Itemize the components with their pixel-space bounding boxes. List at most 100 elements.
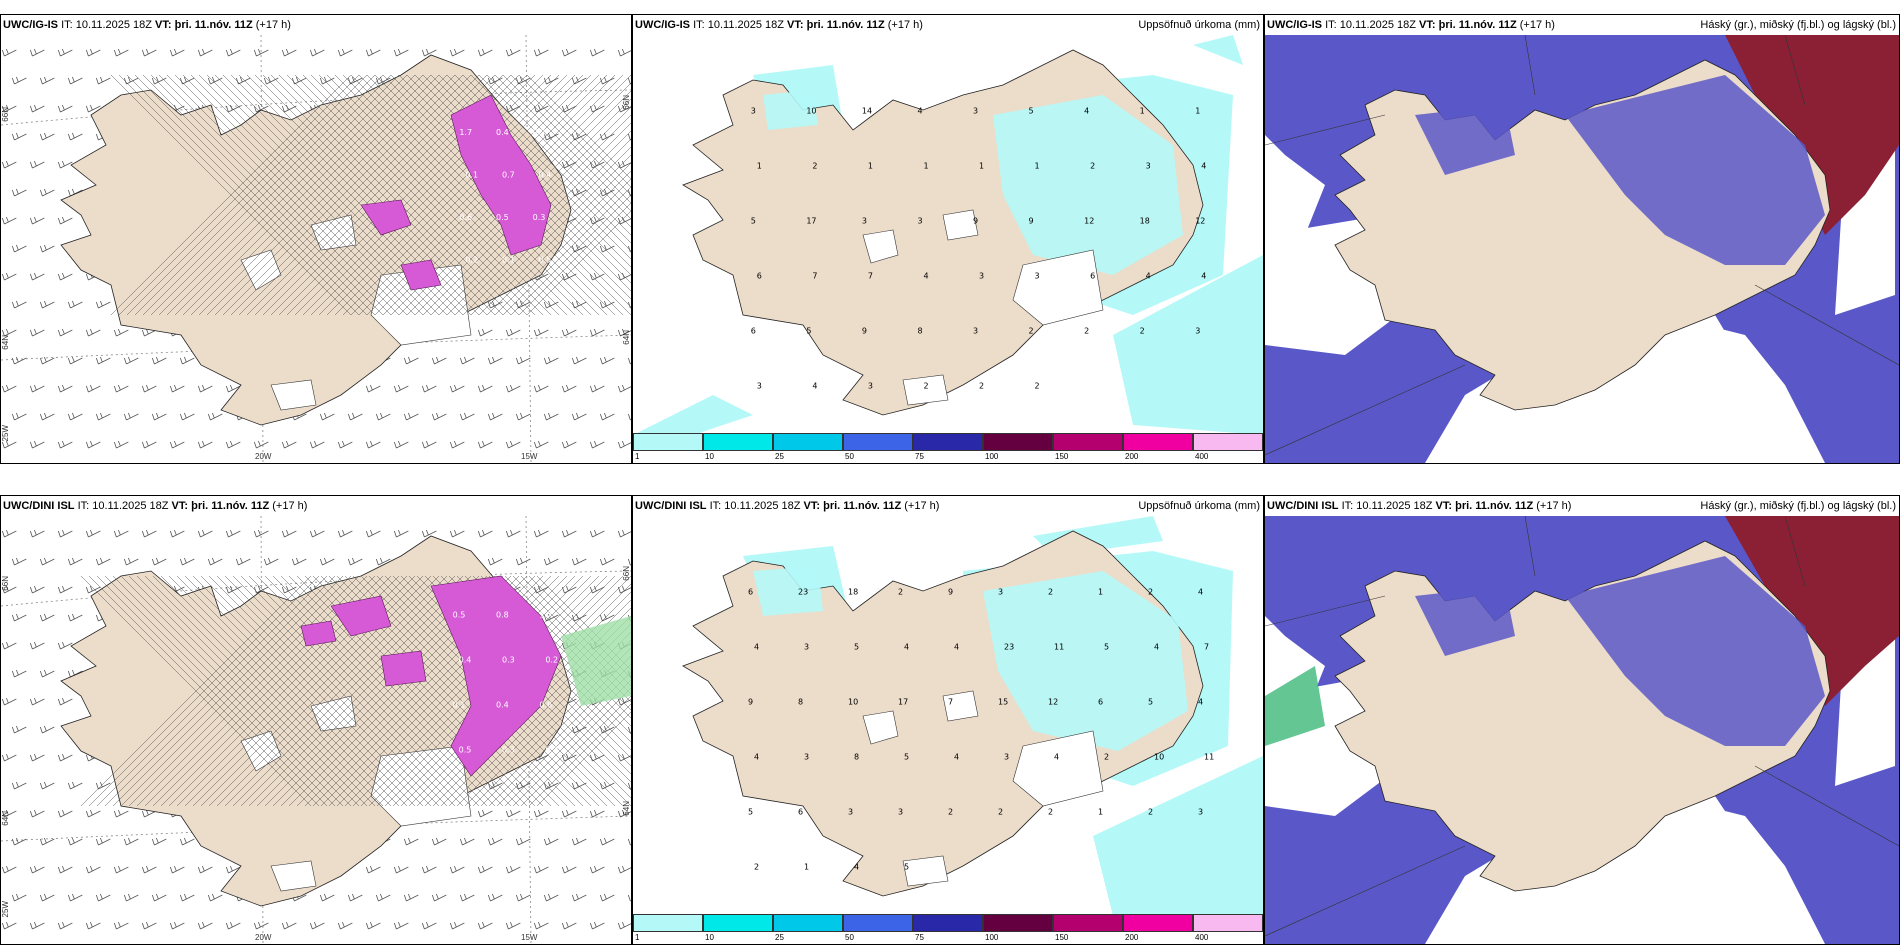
wind-barb	[627, 838, 631, 846]
wind-barb	[67, 613, 83, 622]
wind-barb	[347, 76, 363, 85]
wind-barb	[85, 585, 101, 594]
legend-swatch	[913, 433, 983, 451]
wind-barb	[449, 529, 465, 538]
wind-barb	[29, 328, 45, 337]
wind-barb	[29, 697, 45, 706]
snow-areas	[360, 94, 552, 291]
wind-barb	[85, 48, 101, 57]
panel-title: UWC/DINI ISL IT: 10.11.2025 18Z VT: þri.…	[3, 500, 308, 512]
hatch-line	[528, 703, 631, 807]
wind-barb	[561, 328, 577, 337]
wind-barb	[123, 557, 139, 566]
wind-barb	[29, 384, 45, 393]
value-label: 5	[751, 217, 756, 226]
legend-swatch	[773, 433, 843, 451]
value-label: 10	[806, 107, 816, 116]
value-label: 5	[1148, 698, 1153, 707]
wind-barb	[123, 356, 139, 365]
wind-barb	[39, 669, 55, 678]
wind-barb	[337, 921, 353, 930]
wind-barb	[617, 809, 631, 818]
wind-barb	[95, 837, 111, 846]
wind-barb	[57, 865, 73, 874]
value-label: 6	[748, 588, 753, 597]
legend-swatch	[913, 914, 983, 932]
wind-snow-map: 0.5 0.8 1.7 0.4 0.3 0.2 0.1 0.4 0.6 0.5 0.3 0.2	[1, 516, 631, 944]
wind-barb	[477, 48, 493, 57]
value-label: 1	[868, 162, 873, 171]
wind-barb	[67, 356, 83, 365]
wind-barb	[543, 356, 559, 365]
value-label: 1	[979, 162, 984, 171]
wind-barb	[141, 865, 157, 874]
hatch-line	[208, 575, 440, 807]
wind-barb	[39, 244, 55, 253]
wind-barb	[347, 557, 363, 566]
wind-barb	[57, 440, 73, 449]
value-label: 7	[812, 272, 817, 281]
value-label: 5	[904, 863, 909, 872]
wind-barb	[39, 893, 55, 902]
value-label: 2	[1140, 327, 1145, 336]
wind-barb	[57, 529, 73, 538]
wind-barb	[533, 48, 549, 57]
legend-swatch	[633, 914, 703, 932]
value-label: 2	[812, 162, 817, 171]
precip-values: 6 23 18 2 9 3 2 1 2 44 3 5 4 4 23 11 5 4 79 8 10 17 7 15 12 6 5 44 3…	[748, 588, 1214, 872]
value-label: 3	[868, 382, 873, 391]
wind-barb	[627, 558, 631, 566]
value-label: 0.4	[496, 128, 509, 137]
wind-barb	[459, 837, 475, 846]
legend-tick-label: 10	[705, 452, 714, 461]
wind-barb	[11, 132, 27, 141]
wind-barb	[393, 921, 409, 930]
wind-barb	[309, 440, 325, 449]
wind-barb	[85, 328, 101, 337]
wind-barb	[449, 384, 465, 393]
value-label: 5	[806, 327, 811, 336]
hatch-line	[296, 575, 528, 807]
hatch-line	[462, 74, 631, 244]
wind-barb	[67, 132, 83, 141]
wind-barb	[57, 753, 73, 762]
value-label: 2	[754, 863, 759, 872]
value-label: 0.5	[496, 213, 509, 222]
wind-barb	[533, 921, 549, 930]
wind-barb	[487, 76, 503, 85]
wind-barb	[39, 300, 55, 309]
panel-precip-row2: UWC/DINI ISL IT: 10.11.2025 18Z VT: þri.…	[632, 495, 1264, 945]
wind-barb	[123, 412, 139, 421]
wind-barb	[487, 412, 503, 421]
wind-barb	[141, 809, 157, 818]
hatch-line	[104, 575, 336, 807]
wind-barb	[85, 921, 101, 930]
wind-barb	[403, 412, 419, 421]
panel-title: UWC/IG-IS IT: 10.11.2025 18Z VT: þri. 11…	[1267, 19, 1555, 31]
precip-map: 3 10 14 4 3 5 4 1 11 2 1 1 1 1 2 3 45 17 3 3 9 9 12 18 126 7 7 4 3 3 6…	[633, 35, 1263, 435]
wind-barb	[571, 300, 587, 309]
legend-tick-label: 25	[775, 452, 784, 461]
lat-label: 66N	[1, 107, 10, 122]
wind-barb	[29, 216, 45, 225]
wind-barb	[113, 384, 129, 393]
value-label: 12	[1195, 217, 1205, 226]
lat-label: 64N	[1, 811, 10, 826]
wind-barb	[599, 893, 615, 902]
value-label: 3	[1195, 327, 1200, 336]
wind-barb	[375, 412, 391, 421]
value-label: 0.2	[465, 255, 478, 264]
wind-barb	[29, 272, 45, 281]
value-label: 10	[1154, 753, 1164, 762]
hatch-line	[470, 74, 631, 236]
precip-on-land	[753, 566, 1188, 751]
value-label: 8	[917, 327, 922, 336]
hatch-line	[256, 575, 488, 807]
wind-barb	[1, 809, 17, 818]
value-label: 4	[754, 643, 759, 652]
wind-barb	[95, 76, 111, 85]
wind-barb	[123, 837, 139, 846]
wind-barb	[1, 160, 17, 169]
wind-barb	[617, 104, 631, 113]
wind-barb	[39, 188, 55, 197]
